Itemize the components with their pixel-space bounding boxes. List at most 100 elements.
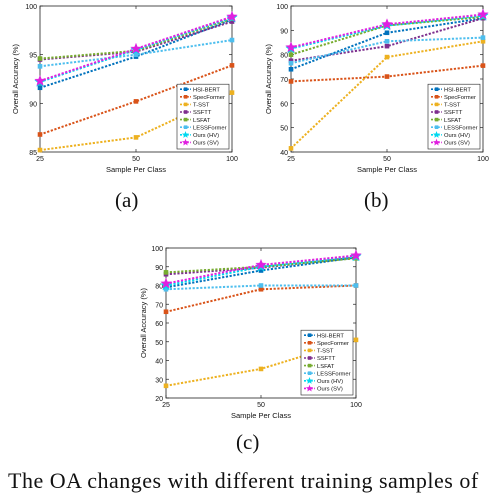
legend-label: Ours (SV) (317, 387, 343, 393)
data-point (133, 135, 139, 140)
caption-b: (b) (364, 188, 389, 212)
chart-panel: 20 30 40 50 60 70 80 90 100 25 50 100 Sample Per Cla… (139, 246, 362, 420)
y-tick-label: 30 (155, 377, 163, 384)
y-tick-label: 100 (25, 4, 37, 11)
y-tick-label: 90 (155, 265, 163, 272)
x-axis-label: Sample Per Class (106, 165, 166, 174)
x-tick-label: 100 (226, 156, 238, 163)
legend-marker (307, 371, 312, 375)
x-tick-label: 100 (477, 156, 489, 163)
data-point (229, 19, 235, 24)
data-point (255, 258, 267, 270)
legend-marker (183, 102, 188, 107)
data-point (163, 309, 169, 315)
data-point (350, 249, 362, 261)
data-point (288, 146, 294, 151)
x-tick-label: 50 (383, 156, 391, 163)
legend-label: Ours (HV) (444, 133, 470, 139)
legend-marker (307, 348, 312, 353)
legend-label: SpecFormer (444, 95, 476, 101)
legend-label: SSFTT (317, 356, 336, 362)
data-point (384, 74, 390, 79)
legend-label: T-SST (444, 103, 461, 109)
chart-panel: 40 50 60 70 80 90 100 25 50 100 Sample Per Class Ov… (264, 4, 489, 174)
x-tick-label: 50 (257, 402, 265, 409)
x-tick-label: 50 (132, 156, 140, 163)
data-point (133, 52, 139, 57)
y-tick-label: 50 (155, 340, 163, 347)
legend-label: LESSFormer (444, 125, 478, 131)
legend-label: Ours (SV) (193, 141, 219, 147)
y-tick-label: 50 (280, 126, 288, 133)
data-point (384, 43, 390, 49)
data-point (288, 60, 294, 66)
legend-marker (434, 102, 439, 107)
data-point (130, 42, 142, 54)
y-tick-label: 95 (29, 53, 37, 60)
y-tick-label: 85 (29, 150, 37, 157)
data-point (381, 18, 393, 30)
y-axis-label: Overall Accuracy (%) (139, 287, 148, 358)
data-point (133, 99, 139, 104)
legend-box (300, 329, 354, 396)
legend-marker (432, 138, 441, 146)
data-point (37, 85, 43, 91)
data-point (353, 337, 359, 343)
legend-marker (307, 341, 312, 345)
y-tick-label: 60 (280, 101, 288, 108)
data-point (37, 132, 43, 137)
data-point (163, 270, 169, 275)
caption-c: (c) (236, 430, 260, 454)
y-tick-label: 40 (155, 359, 163, 366)
y-axis-label: Overall Accuracy (%) (264, 43, 273, 114)
data-point (285, 41, 297, 53)
data-point (229, 90, 235, 95)
legend-label: SSFTT (193, 110, 212, 116)
legend-label: T-SST (193, 103, 210, 109)
data-point (480, 35, 486, 40)
legend-label: LESSFormer (193, 125, 227, 131)
series-line (165, 284, 357, 313)
y-tick-label: 60 (155, 321, 163, 328)
data-point (37, 56, 43, 61)
data-point (229, 63, 235, 68)
legend-marker (183, 117, 188, 122)
data-point (353, 283, 359, 288)
y-tick-label: 20 (155, 396, 163, 403)
series-line (39, 15, 233, 82)
legend-marker (307, 363, 312, 368)
data-point (288, 79, 294, 84)
data-point (480, 63, 486, 68)
data-point (288, 66, 294, 72)
body-text-fragment: The OA changes with different training s… (8, 468, 479, 493)
data-point (258, 283, 264, 288)
x-tick-label: 25 (287, 156, 295, 163)
data-point (37, 64, 43, 69)
legend-label: SpecFormer (317, 341, 349, 347)
data-point (384, 54, 390, 60)
legend-marker (181, 138, 190, 146)
data-point (258, 366, 264, 372)
legend-label: SpecFormer (193, 95, 225, 101)
y-tick-label: 70 (155, 302, 163, 309)
legend-marker (305, 377, 314, 384)
data-point (288, 58, 294, 64)
data-point (477, 8, 489, 20)
legend-label: LESSFormer (317, 371, 351, 377)
legend-marker (434, 110, 439, 114)
data-point (226, 10, 238, 22)
data-point (229, 37, 235, 43)
y-tick-label: 90 (29, 101, 37, 108)
y-axis-label: Overall Accuracy (%) (11, 43, 20, 114)
legend-label: Ours (HV) (193, 133, 219, 139)
legend-label: LSFAT (317, 364, 335, 370)
y-tick-label: 70 (280, 77, 288, 84)
legend-label: LSFAT (444, 118, 462, 124)
legend-marker (434, 87, 439, 91)
data-point (288, 52, 294, 57)
legend-marker (183, 110, 188, 114)
legend-marker (183, 95, 188, 99)
data-point (163, 383, 169, 389)
legend-label: LSFAT (193, 118, 211, 124)
